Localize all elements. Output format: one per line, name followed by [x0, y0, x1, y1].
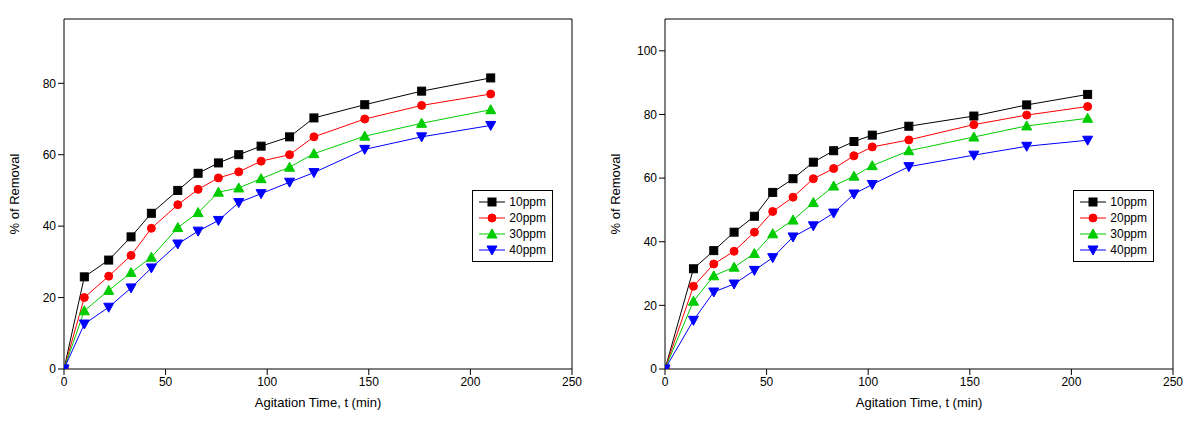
svg-text:250: 250 [562, 375, 582, 389]
svg-text:150: 150 [960, 375, 980, 389]
svg-text:80: 80 [644, 108, 658, 122]
svg-text:Agitation Time, t (min): Agitation Time, t (min) [255, 395, 381, 410]
svg-text:0: 0 [49, 362, 56, 376]
html-text:20ppm: 20ppm [509, 210, 546, 225]
html-text:10ppm: 10ppm [1110, 194, 1147, 209]
svg-text:80: 80 [43, 77, 57, 91]
svg-text:0: 0 [662, 375, 669, 389]
svg-text:100: 100 [257, 375, 277, 389]
svg-text:40: 40 [43, 219, 57, 233]
svg-text:20: 20 [43, 291, 57, 305]
html-text:20ppm: 20ppm [1110, 210, 1147, 225]
html-text:40ppm: 40ppm [1110, 242, 1147, 257]
svg-text:50: 50 [159, 375, 173, 389]
svg-text:60: 60 [644, 171, 658, 185]
svg-text:50: 50 [760, 375, 774, 389]
svg-text:60: 60 [43, 148, 57, 162]
svg-text:0: 0 [61, 375, 68, 389]
svg-text:200: 200 [460, 375, 480, 389]
svg-text:250: 250 [1163, 375, 1183, 389]
svg-text:% of Removal: % of Removal [608, 153, 623, 234]
svg-text:100: 100 [858, 375, 878, 389]
html-text:40ppm: 40ppm [509, 242, 546, 257]
html-text:10ppm: 10ppm [509, 194, 546, 209]
svg-text:40: 40 [644, 235, 658, 249]
svg-text:100: 100 [637, 44, 657, 58]
svg-text:150: 150 [359, 375, 379, 389]
html-text:30ppm: 30ppm [1110, 226, 1147, 241]
html-text:30ppm: 30ppm [509, 226, 546, 241]
svg-text:20: 20 [644, 299, 658, 313]
svg-text:% of Removal: % of Removal [7, 153, 22, 234]
svg-text:0: 0 [650, 362, 657, 376]
svg-text:200: 200 [1061, 375, 1081, 389]
svg-text:Agitation Time, t (min): Agitation Time, t (min) [856, 395, 982, 410]
